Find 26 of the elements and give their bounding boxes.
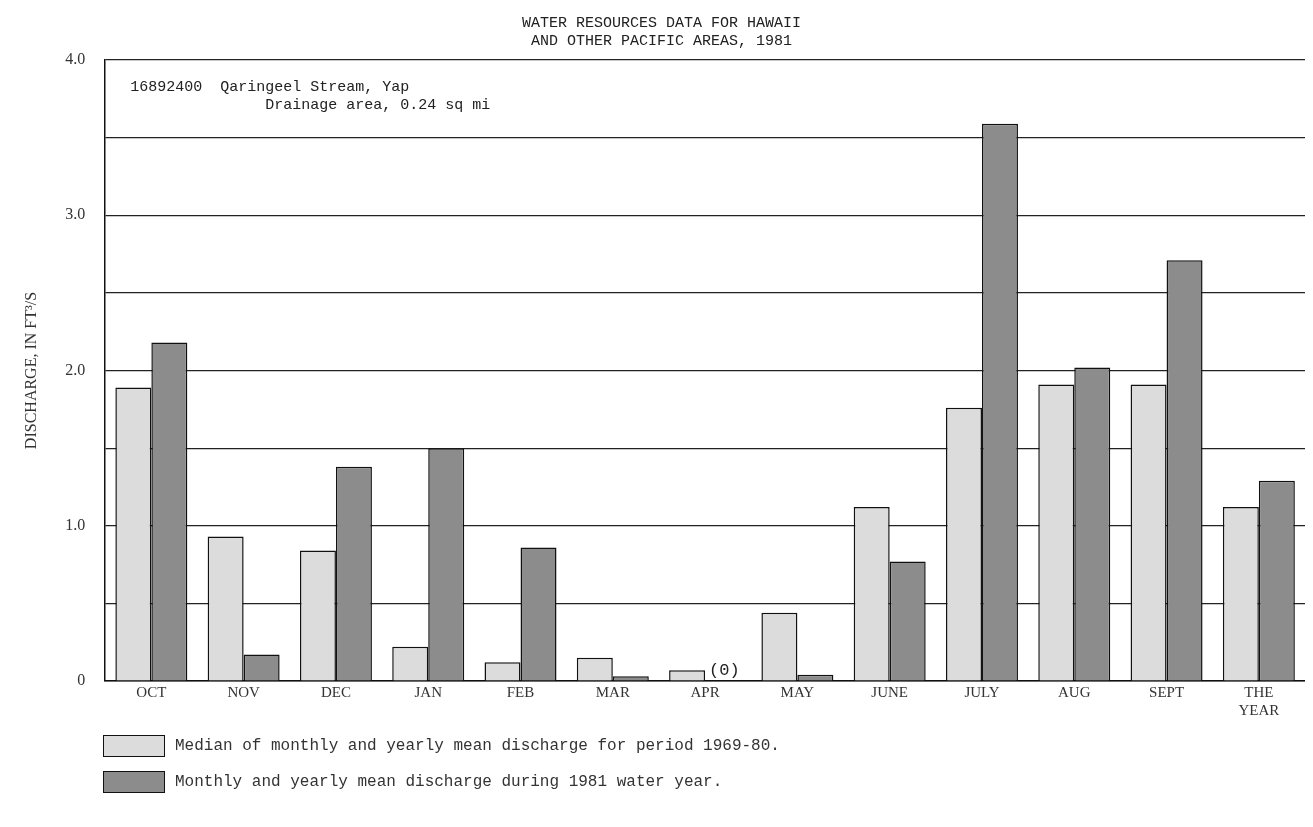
x-tick-label: NOV <box>227 683 261 700</box>
y-tick-label: 4.0 <box>65 50 86 68</box>
x-tick-label: SEPT <box>1149 683 1185 700</box>
y-axis-title: DISCHARGE, IN FT³/S <box>21 291 39 450</box>
legend-label: Monthly and yearly mean discharge during 1981 water year. <box>175 773 723 791</box>
x-tick-label: JUNE <box>871 683 909 700</box>
x-tick-label: APR <box>690 683 720 700</box>
chart-subtitle: AND OTHER PACIFIC AREAS, 1981 <box>530 32 793 50</box>
annotation: (0) <box>709 661 740 680</box>
x-tick-label: DEC <box>320 683 351 700</box>
y-tick-label: 2.0 <box>65 360 86 378</box>
x-tick-label: MAY <box>780 683 815 700</box>
legend-label: Median of monthly and yearly mean discharge for period 1969-80. <box>175 737 780 755</box>
x-tick-label: FEB <box>506 683 535 700</box>
x-tick-label: OCT <box>136 683 167 700</box>
annotation: 16892400 Qaringeel Stream, Yap <box>130 79 410 97</box>
y-tick-label: 1.0 <box>65 515 86 533</box>
x-tick-label: AUG <box>1058 683 1091 700</box>
y-tick-label: 0 <box>77 671 86 689</box>
y-tick-label: 3.0 <box>65 205 86 223</box>
x-tick-label: JAN <box>414 683 443 700</box>
annotation: Drainage area, 0.24 sq mi <box>265 97 491 115</box>
x-tick-label: MAR <box>595 683 630 700</box>
chart-title: WATER RESOURCES DATA FOR HAWAII <box>521 14 802 32</box>
x-tick-label: THE YEAR <box>1238 683 1280 718</box>
x-tick-label: JULY <box>964 683 1000 700</box>
